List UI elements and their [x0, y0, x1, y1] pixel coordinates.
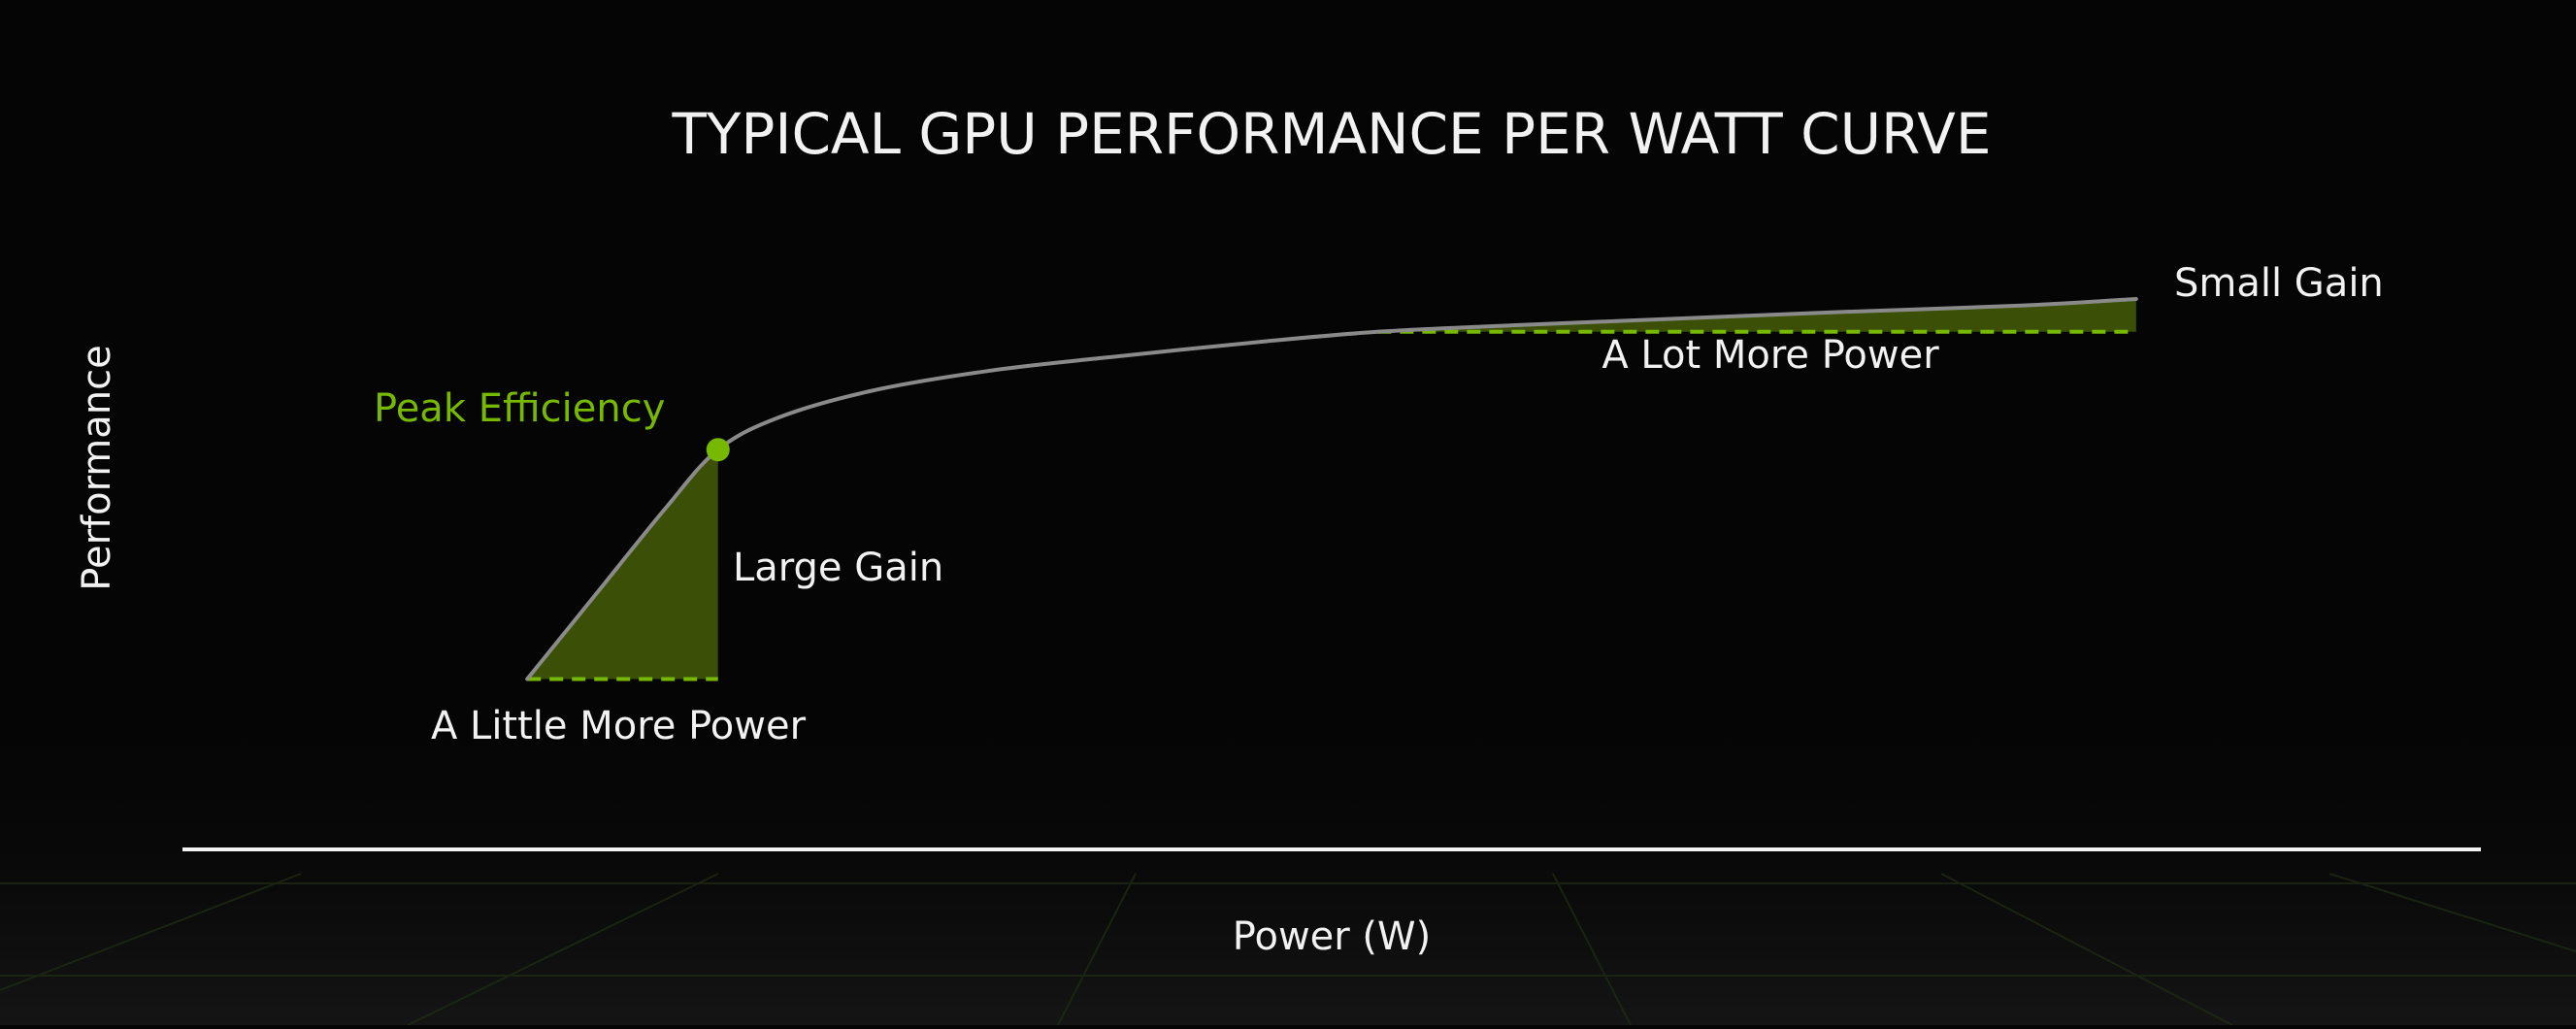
y-axis-label: Performance	[75, 345, 119, 590]
floor-gradient	[0, 699, 2576, 1025]
floor-grid-line	[1940, 873, 2233, 1026]
large-gain-label: Large Gain	[733, 546, 943, 590]
peak-efficiency-marker	[706, 438, 730, 462]
chart-title: TYPICAL GPU PERFORMANCE PER WATT CURVE	[672, 101, 1992, 167]
little-more-power-label: A Little More Power	[431, 704, 807, 748]
lot-more-power-label: A Lot More Power	[1602, 333, 1939, 378]
small-gain-label: Small Gain	[2174, 261, 2384, 306]
x-axis-label: Power (W)	[1233, 914, 1431, 959]
floor-grid-line	[1057, 873, 1137, 1026]
floor-grid-line	[1552, 873, 1632, 1026]
performance-per-watt-curve	[525, 297, 2138, 681]
floor-grid-line	[407, 873, 719, 1026]
peak-efficiency-label: Peak Efficiency	[374, 386, 665, 431]
floor-grid-line	[2328, 873, 2576, 952]
background-floor	[0, 699, 2576, 1026]
floor-grid-line	[0, 873, 302, 991]
